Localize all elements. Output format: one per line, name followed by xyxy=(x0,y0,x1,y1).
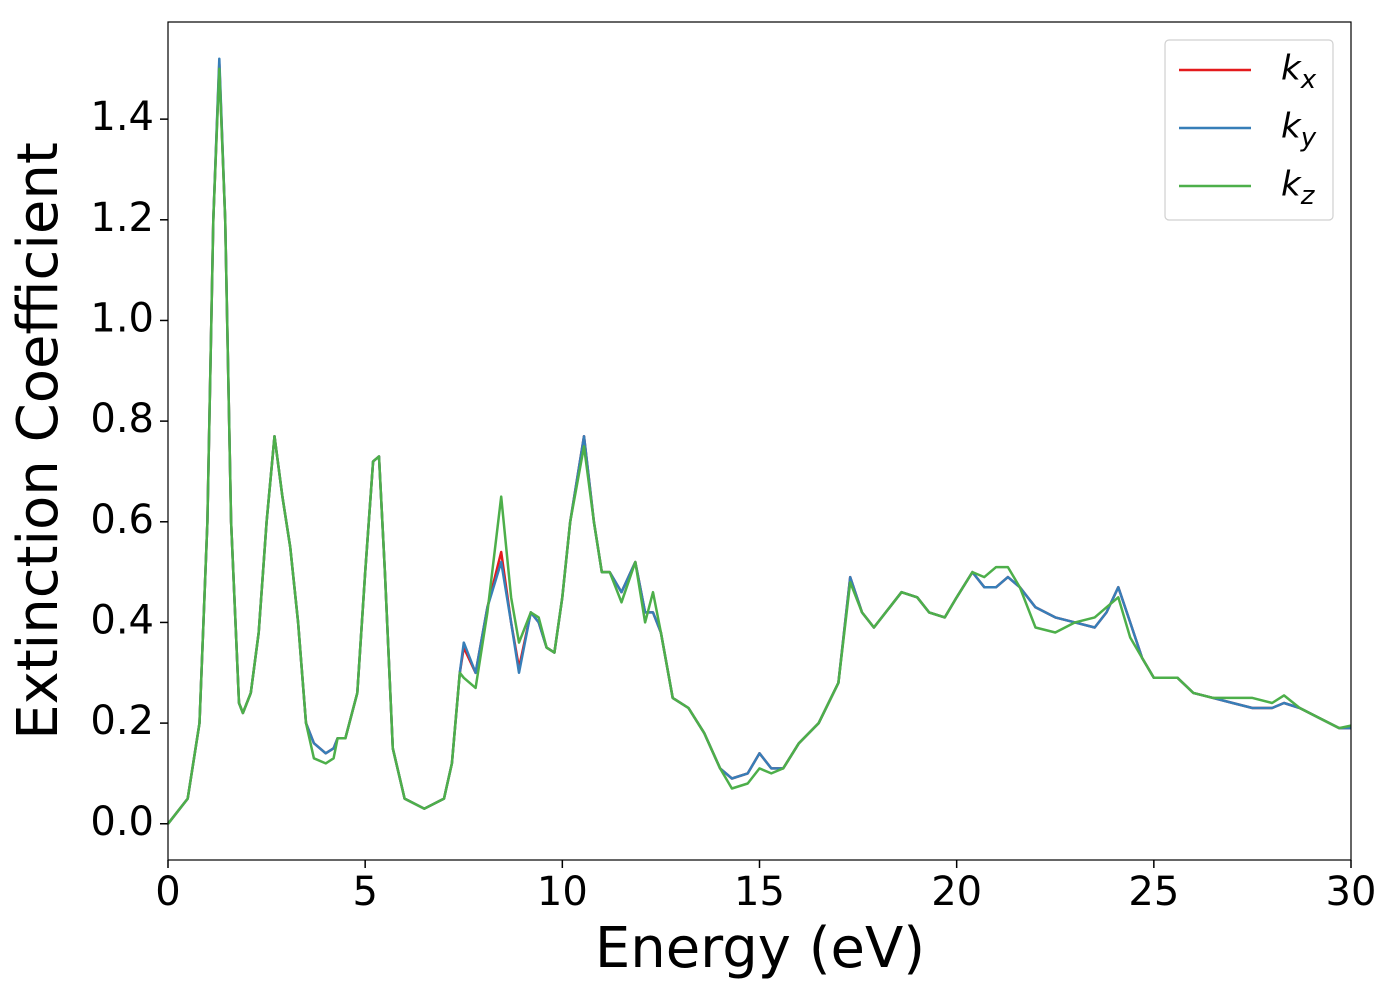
y-tick-label: 1.0 xyxy=(90,295,154,341)
x-axis-label: Energy (eV) xyxy=(595,916,925,981)
x-tick-label: 0 xyxy=(155,869,180,915)
x-tick-label: 30 xyxy=(1326,869,1377,915)
y-tick-label: 0.4 xyxy=(90,597,154,643)
y-tick-label: 0.8 xyxy=(90,396,154,442)
data-line xyxy=(167,67,1352,825)
y-tick-label: 0.2 xyxy=(90,698,154,744)
legend-box xyxy=(1164,39,1334,221)
y-tick-label: 1.4 xyxy=(90,94,154,140)
y-tick-label: 0.0 xyxy=(90,799,154,845)
x-tick-label: 15 xyxy=(734,869,785,915)
y-tick-label: 1.2 xyxy=(90,195,154,241)
x-tick-label: 20 xyxy=(931,869,982,915)
y-axis-label: Extinction Coefficient xyxy=(6,142,71,740)
x-tick-label: 5 xyxy=(352,869,377,915)
y-tick-label: 0.6 xyxy=(90,497,154,543)
plot-frame xyxy=(167,21,1352,861)
x-tick-label: 10 xyxy=(537,869,588,915)
x-tick-label: 25 xyxy=(1128,869,1179,915)
